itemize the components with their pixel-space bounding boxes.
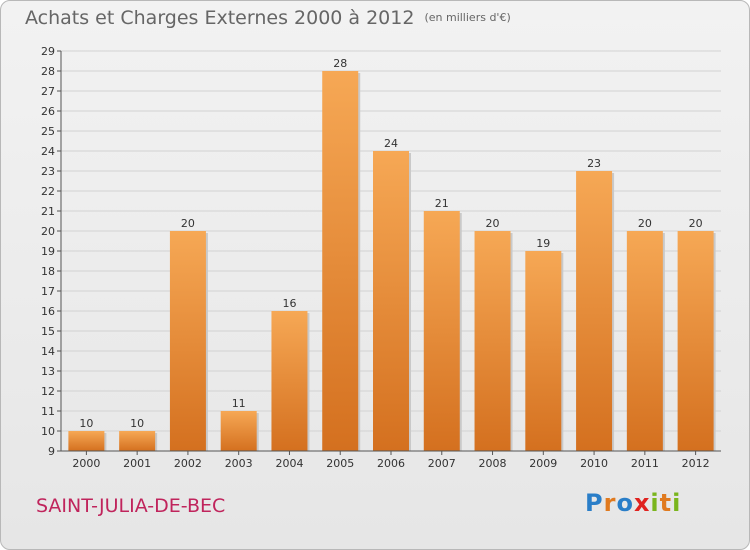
y-tick-label: 13 (41, 365, 55, 378)
y-tick-label: 26 (41, 105, 55, 118)
bar (677, 231, 714, 451)
y-tick-label: 25 (41, 125, 55, 138)
bar (322, 71, 359, 451)
commune-name: SAINT-JULIA-DE-BEC (36, 495, 226, 517)
bar-chart: 9 10 11 12 13 14 15 16 17 18 19 20 21 22 23 24 25 26 27 28 2… (41, 45, 721, 470)
bar-value-label: 10 (79, 417, 93, 430)
bar (169, 231, 206, 451)
y-tick-label: 16 (41, 305, 55, 318)
logo-letter: i (650, 489, 660, 517)
y-tick-label: 15 (41, 325, 55, 338)
x-tick-label: 2003 (225, 457, 253, 470)
bar (271, 311, 308, 451)
bar (474, 231, 511, 451)
y-tick-label: 14 (41, 345, 55, 358)
y-tick-label: 28 (41, 65, 55, 78)
bar-value-label: 20 (638, 217, 652, 230)
x-tick-label: 2007 (428, 457, 456, 470)
logo-letter: r (603, 489, 617, 517)
x-tick-label: 2009 (529, 457, 557, 470)
y-tick-label: 24 (41, 145, 55, 158)
logo-letter: t (659, 489, 673, 517)
logo-letter: P (585, 489, 604, 517)
bar-value-label: 20 (689, 217, 703, 230)
bar (525, 251, 562, 451)
y-tick-label: 20 (41, 225, 55, 238)
bar (626, 231, 663, 451)
logo-letter: x (633, 489, 651, 517)
bar-value-label: 23 (587, 157, 601, 170)
y-tick-label: 19 (41, 245, 55, 258)
y-tick-label: 11 (41, 405, 55, 418)
chart-subtitle: (en milliers d'€) (424, 11, 511, 24)
y-tick-label: 22 (41, 185, 55, 198)
y-tick-label: 9 (48, 445, 55, 458)
chart-title: Achats et Charges Externes 2000 à 2012 (e… (25, 7, 511, 29)
bar (68, 431, 105, 451)
bar-value-label: 20 (181, 217, 195, 230)
x-tick-label: 2005 (326, 457, 354, 470)
x-tick-label: 2002 (174, 457, 202, 470)
x-tick-label: 2000 (72, 457, 100, 470)
bar-value-label: 24 (384, 137, 398, 150)
bar (119, 431, 156, 451)
logo-letter: i (672, 489, 682, 517)
logo-letter: o (616, 489, 634, 517)
x-tick-label: 2001 (123, 457, 151, 470)
x-tick-label: 2011 (631, 457, 659, 470)
y-tick-label: 17 (41, 285, 55, 298)
bar-value-label: 16 (282, 297, 296, 310)
x-tick-label: 2012 (682, 457, 710, 470)
bar (423, 211, 460, 451)
x-tick-label: 2004 (275, 457, 303, 470)
y-tick-label: 29 (41, 45, 55, 58)
title-text: Achats et Charges Externes 2000 à 2012 (25, 7, 415, 29)
bar-value-label: 28 (333, 57, 347, 70)
proxiti-logo: Proxiti (585, 489, 681, 517)
x-tick-label: 2006 (377, 457, 405, 470)
x-tick-label: 2008 (479, 457, 507, 470)
y-tick-label: 18 (41, 265, 55, 278)
bar-value-label: 19 (536, 237, 550, 250)
y-tick-label: 23 (41, 165, 55, 178)
bar (220, 411, 257, 451)
labels: 9 10 11 12 13 14 15 16 17 18 19 20 21 22 23 24 25 26 27 28 2… (41, 45, 710, 470)
bars (68, 71, 716, 451)
bar-value-label: 21 (435, 197, 449, 210)
x-tick-label: 2010 (580, 457, 608, 470)
bar-value-label: 10 (130, 417, 144, 430)
bar (576, 171, 613, 451)
bar (373, 151, 409, 451)
bar-value-label: 20 (486, 217, 500, 230)
axes (57, 50, 721, 455)
bar-value-label: 11 (232, 397, 246, 410)
y-tick-label: 12 (41, 385, 55, 398)
y-tick-label: 21 (41, 205, 55, 218)
y-tick-label: 27 (41, 85, 55, 98)
y-tick-label: 10 (41, 425, 55, 438)
